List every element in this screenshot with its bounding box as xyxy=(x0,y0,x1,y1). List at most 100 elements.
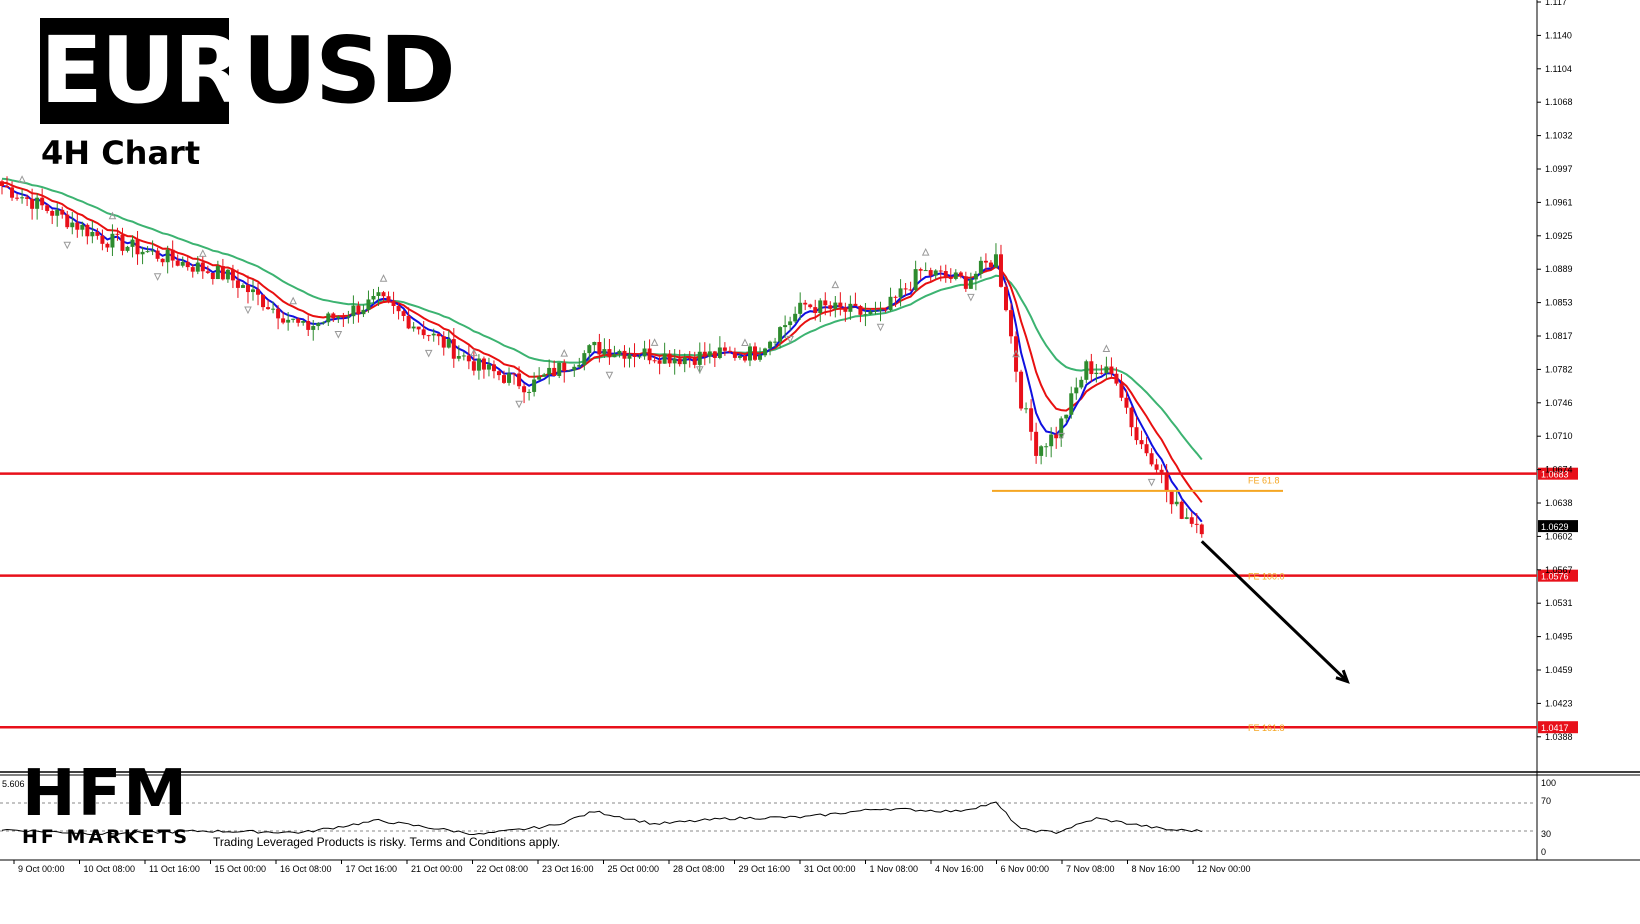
candle-body xyxy=(727,350,732,352)
fractal-up-marker xyxy=(650,338,659,346)
price-tick-label: 1.0459 xyxy=(1545,665,1573,675)
oscillator-line xyxy=(1,801,1202,836)
hfm-logo-text: HFM xyxy=(22,757,189,831)
candle-body xyxy=(1054,434,1059,439)
candle-body xyxy=(301,321,306,323)
candle-body xyxy=(286,319,291,323)
candle-body xyxy=(200,262,205,272)
candle-body xyxy=(662,353,667,364)
time-tick-label: 15 Oct 00:00 xyxy=(215,864,267,874)
candle-body xyxy=(80,224,85,230)
candle-body xyxy=(682,357,687,365)
candle-body xyxy=(386,296,391,301)
candle-body xyxy=(502,375,506,383)
candle-body xyxy=(1154,464,1159,470)
oscillator-tick-label: 70 xyxy=(1541,796,1551,806)
time-tick-label: 6 Nov 00:00 xyxy=(1001,864,1050,874)
candle-body xyxy=(481,358,486,370)
candle-body xyxy=(627,354,632,359)
time-tick-label: 22 Oct 08:00 xyxy=(477,864,529,874)
candle-body xyxy=(908,289,913,291)
candle-body xyxy=(0,181,4,187)
candle-body xyxy=(592,341,597,346)
candle-body xyxy=(261,294,266,308)
candle-body xyxy=(120,234,125,251)
candle-body xyxy=(311,326,316,330)
fractal-down-marker xyxy=(244,306,252,315)
candle-body xyxy=(988,262,993,268)
candle-body xyxy=(1059,418,1064,439)
candle-body xyxy=(527,391,532,393)
candle-body xyxy=(361,309,366,315)
candle-body xyxy=(1034,431,1039,456)
candle-body xyxy=(1129,407,1134,428)
candle-body xyxy=(878,309,883,311)
time-tick-label: 12 Nov 00:00 xyxy=(1197,864,1251,874)
price-tick-label: 1.0925 xyxy=(1545,231,1573,241)
candle-body xyxy=(798,302,803,314)
candle-body xyxy=(40,197,45,206)
candle-body xyxy=(1084,361,1089,380)
candle-body xyxy=(913,269,918,291)
fractal-down-marker xyxy=(695,366,704,374)
time-tick-label: 16 Oct 08:00 xyxy=(280,864,332,874)
candle-body xyxy=(968,279,973,289)
candle-body xyxy=(828,305,833,309)
candle-body xyxy=(597,341,602,355)
time-tick-label: 23 Oct 16:00 xyxy=(542,864,594,874)
fractal-down-marker xyxy=(1147,478,1156,487)
candle-body xyxy=(266,307,271,310)
candle-body xyxy=(456,356,461,359)
candle-body xyxy=(170,249,175,261)
price-tick-label: 1.0638 xyxy=(1545,498,1573,508)
fractal-up-marker xyxy=(921,247,930,256)
candle-body xyxy=(1174,501,1179,505)
candle-body xyxy=(130,239,135,247)
candle-body xyxy=(30,198,35,209)
candle-body xyxy=(888,296,893,311)
candle-body xyxy=(306,321,311,330)
candle-body xyxy=(125,246,130,251)
price-tick-label: 1.0674 xyxy=(1545,465,1573,475)
timeframe-subtitle: 4H Chart xyxy=(41,134,201,172)
candle-body xyxy=(788,321,793,326)
price-tick-label: 1.0746 xyxy=(1545,398,1573,408)
candle-body xyxy=(1179,501,1184,519)
candle-body xyxy=(1024,408,1029,410)
candle-body xyxy=(90,231,95,237)
candle-body xyxy=(512,373,517,375)
price-tick-label: 1.0567 xyxy=(1545,565,1573,575)
time-tick-label: 9 Oct 00:00 xyxy=(18,864,65,874)
candle-body xyxy=(677,358,682,365)
candle-body xyxy=(466,355,471,362)
candle-body xyxy=(160,258,165,263)
price-axis: 1.117 1.1140 1.1104 1.1068 1.1032 1.0997 1.096… xyxy=(1537,0,1573,742)
candle-body xyxy=(1079,379,1084,388)
candle-body xyxy=(1039,446,1044,456)
candle-body xyxy=(532,379,537,392)
candle-body xyxy=(1064,414,1069,419)
fractal-down-marker xyxy=(424,349,433,358)
candle-body xyxy=(1194,523,1199,525)
candle-body xyxy=(1074,387,1079,394)
candle-body xyxy=(833,302,838,309)
candle-body xyxy=(1109,366,1114,374)
current-price-label: 1.0629 xyxy=(1541,522,1569,532)
risk-disclaimer: Trading Leveraged Products is risky. Ter… xyxy=(213,835,561,849)
candle-body xyxy=(1169,491,1174,505)
candle-body xyxy=(577,364,582,367)
candle-body xyxy=(235,280,240,288)
candle-body xyxy=(346,316,351,318)
candle-body xyxy=(276,308,281,319)
candle-body xyxy=(973,273,978,280)
candle-body xyxy=(993,254,998,268)
candle-body xyxy=(617,350,622,354)
candle-body xyxy=(1124,397,1129,408)
candle-body xyxy=(185,261,190,268)
candle-body xyxy=(943,271,948,277)
candle-body xyxy=(893,296,898,298)
candle-body xyxy=(778,327,783,342)
candle-body xyxy=(587,345,592,354)
candle-body xyxy=(356,305,361,315)
candle-body xyxy=(938,270,943,272)
